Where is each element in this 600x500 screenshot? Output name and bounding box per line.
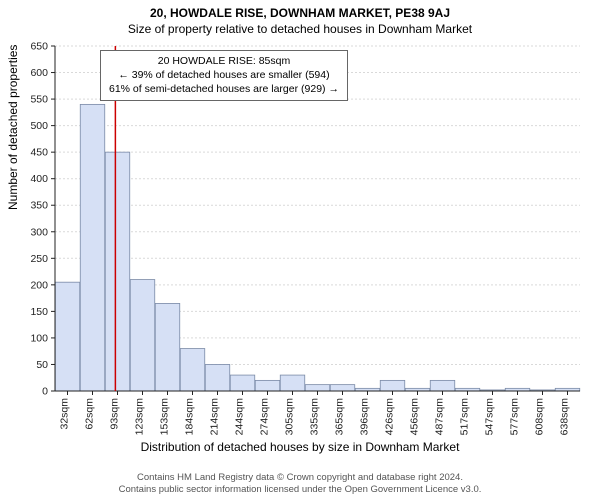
chart-title-main: 20, HOWDALE RISE, DOWNHAM MARKET, PE38 9… (0, 0, 600, 20)
info-line-2: ← 39% of detached houses are smaller (59… (109, 68, 339, 82)
info-line-1: 20 HOWDALE RISE: 85sqm (109, 54, 339, 68)
svg-text:365sqm: 365sqm (334, 398, 346, 436)
y-axis-label: Number of detached properties (6, 45, 20, 210)
svg-text:305sqm: 305sqm (284, 398, 296, 436)
svg-text:93sqm: 93sqm (109, 398, 121, 430)
chart-title-sub: Size of property relative to detached ho… (0, 20, 600, 36)
bar (80, 104, 105, 391)
svg-text:150: 150 (30, 306, 48, 318)
svg-text:123sqm: 123sqm (134, 398, 146, 436)
svg-text:600: 600 (30, 67, 48, 79)
bar (130, 280, 155, 391)
svg-text:335sqm: 335sqm (309, 398, 321, 436)
svg-text:0: 0 (42, 386, 48, 398)
svg-text:500: 500 (30, 120, 48, 132)
svg-text:214sqm: 214sqm (209, 398, 221, 436)
bar (105, 152, 130, 391)
svg-text:244sqm: 244sqm (234, 398, 246, 436)
svg-text:32sqm: 32sqm (59, 398, 71, 430)
svg-text:456sqm: 456sqm (409, 398, 421, 436)
svg-text:608sqm: 608sqm (534, 398, 546, 436)
bar (430, 380, 455, 391)
svg-text:638sqm: 638sqm (559, 398, 571, 436)
chart-container: 20, HOWDALE RISE, DOWNHAM MARKET, PE38 9… (0, 0, 600, 500)
svg-text:650: 650 (30, 41, 48, 53)
svg-text:300: 300 (30, 226, 48, 238)
svg-text:153sqm: 153sqm (159, 398, 171, 436)
info-box: 20 HOWDALE RISE: 85sqm ← 39% of detached… (100, 50, 348, 101)
svg-text:50: 50 (36, 359, 48, 371)
svg-text:396sqm: 396sqm (359, 398, 371, 436)
svg-text:184sqm: 184sqm (184, 398, 196, 436)
svg-text:547sqm: 547sqm (484, 398, 496, 436)
svg-text:350: 350 (30, 200, 48, 212)
bar (255, 380, 280, 391)
svg-text:517sqm: 517sqm (459, 398, 471, 436)
svg-text:426sqm: 426sqm (384, 398, 396, 436)
svg-text:274sqm: 274sqm (259, 398, 271, 436)
bar (180, 349, 205, 391)
svg-text:450: 450 (30, 147, 48, 159)
svg-text:100: 100 (30, 332, 48, 344)
bar (380, 380, 405, 391)
bar (155, 303, 180, 391)
bar (230, 375, 255, 391)
svg-text:250: 250 (30, 253, 48, 265)
svg-text:577sqm: 577sqm (509, 398, 521, 436)
bar (330, 385, 355, 391)
bar (280, 375, 305, 391)
x-axis-label: Distribution of detached houses by size … (0, 440, 600, 454)
footer: Contains HM Land Registry data © Crown c… (0, 472, 600, 496)
bar (205, 364, 230, 391)
bar (55, 282, 80, 391)
svg-text:200: 200 (30, 279, 48, 291)
svg-text:400: 400 (30, 173, 48, 185)
footer-line-1: Contains HM Land Registry data © Crown c… (0, 472, 600, 484)
svg-text:550: 550 (30, 94, 48, 106)
svg-text:62sqm: 62sqm (84, 398, 96, 430)
info-line-3: 61% of semi-detached houses are larger (… (109, 82, 339, 96)
footer-line-2: Contains public sector information licen… (0, 484, 600, 496)
bar (305, 385, 330, 391)
svg-text:487sqm: 487sqm (434, 398, 446, 436)
